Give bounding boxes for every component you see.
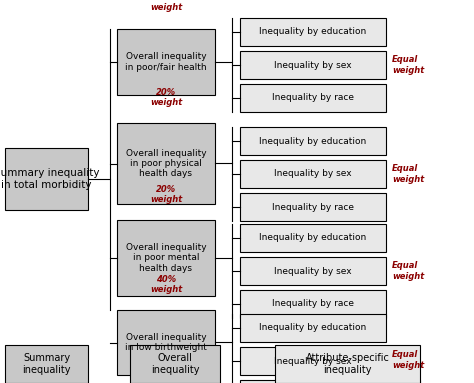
Text: 20%
weight: 20% weight [150,0,182,12]
Text: Inequality by sex: Inequality by sex [274,267,352,275]
Bar [130,345,220,383]
Text: Inequality by race: Inequality by race [272,203,354,211]
Bar [117,310,215,375]
Bar [240,127,386,155]
Text: Equal
weight: Equal weight [392,55,424,75]
Text: Inequality by education: Inequality by education [259,324,366,332]
Text: 20%
weight: 20% weight [150,185,182,204]
Text: Equal
weight: Equal weight [392,261,424,281]
Text: 40%
weight: 40% weight [150,275,182,294]
Bar [240,160,386,188]
Text: Inequality by sex: Inequality by sex [274,61,352,69]
Text: Inequality by education: Inequality by education [259,28,366,36]
Bar [240,193,386,221]
Text: Attribute-specific
inequality: Attribute-specific inequality [306,353,390,375]
Text: Overall inequality
in poor/fair health: Overall inequality in poor/fair health [125,52,207,72]
Text: 20%
weight: 20% weight [150,88,182,107]
Text: Inequality by education: Inequality by education [259,136,366,146]
Text: Overall inequality
in poor physical
health days: Overall inequality in poor physical heal… [126,149,206,178]
Text: Inequality by race: Inequality by race [272,93,354,103]
Text: Overall inequality
in low birthweight: Overall inequality in low birthweight [125,333,207,352]
Bar [240,18,386,46]
Text: Inequality by race: Inequality by race [272,300,354,308]
Bar [240,224,386,252]
Bar [240,314,386,342]
Bar [240,347,386,375]
Bar [5,345,88,383]
Bar [240,84,386,112]
Text: Overall inequality
in poor mental
health days: Overall inequality in poor mental health… [126,243,206,273]
Text: Equal
weight: Equal weight [392,164,424,184]
Text: Overall
inequality: Overall inequality [151,353,199,375]
Bar [240,51,386,79]
Bar [240,257,386,285]
Text: Equal
weight: Equal weight [392,350,424,370]
Bar [117,29,215,95]
Text: Inequality by sex: Inequality by sex [274,357,352,365]
Bar [275,345,420,383]
Text: Inequality by sex: Inequality by sex [274,170,352,178]
Bar [240,290,386,318]
Text: Summary
inequality: Summary inequality [22,353,71,375]
Bar [117,220,215,296]
Bar [5,148,88,210]
Text: Summary inequality
in total morbidity: Summary inequality in total morbidity [0,168,99,190]
Bar [240,380,420,383]
Text: Inequality by education: Inequality by education [259,234,366,242]
Bar [117,123,215,204]
